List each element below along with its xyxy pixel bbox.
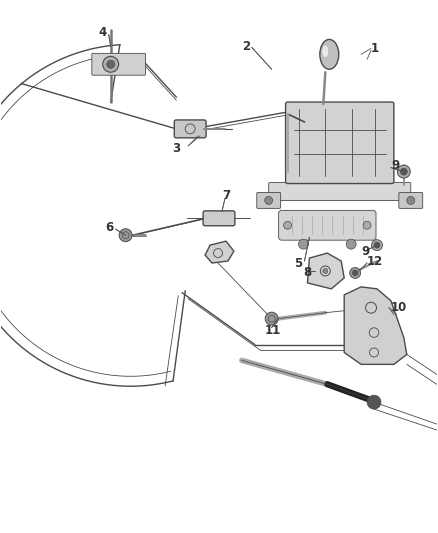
Circle shape (103, 56, 119, 72)
Circle shape (265, 312, 278, 325)
Circle shape (397, 165, 410, 178)
FancyBboxPatch shape (268, 182, 411, 200)
Text: 12: 12 (367, 255, 383, 268)
FancyBboxPatch shape (286, 102, 394, 183)
Circle shape (374, 242, 380, 248)
Circle shape (363, 221, 371, 229)
Polygon shape (344, 287, 407, 365)
FancyBboxPatch shape (174, 120, 206, 138)
Circle shape (367, 395, 381, 409)
Polygon shape (205, 241, 234, 263)
Circle shape (107, 60, 115, 68)
Circle shape (352, 270, 358, 276)
Ellipse shape (320, 39, 339, 69)
Circle shape (350, 268, 360, 278)
FancyBboxPatch shape (257, 192, 281, 208)
Text: 8: 8 (304, 266, 312, 279)
Circle shape (400, 168, 407, 175)
Text: 3: 3 (172, 142, 180, 155)
Circle shape (346, 239, 356, 249)
Text: 9: 9 (391, 159, 399, 172)
Circle shape (265, 197, 273, 204)
Text: 4: 4 (99, 26, 107, 39)
Text: 11: 11 (265, 324, 281, 337)
Circle shape (283, 221, 292, 229)
Circle shape (371, 240, 382, 251)
Circle shape (298, 239, 308, 249)
FancyBboxPatch shape (399, 192, 423, 208)
Polygon shape (307, 253, 344, 289)
Text: 6: 6 (106, 221, 114, 234)
Ellipse shape (322, 45, 329, 58)
Text: 5: 5 (294, 256, 303, 270)
Circle shape (323, 269, 328, 273)
Circle shape (119, 229, 132, 241)
Text: 1: 1 (371, 42, 379, 55)
Text: 7: 7 (222, 189, 230, 202)
Text: 10: 10 (391, 301, 407, 314)
FancyBboxPatch shape (279, 211, 376, 240)
FancyBboxPatch shape (92, 53, 145, 75)
Circle shape (407, 197, 415, 204)
Text: 2: 2 (242, 40, 250, 53)
FancyBboxPatch shape (203, 211, 235, 226)
Text: 9: 9 (361, 245, 369, 257)
